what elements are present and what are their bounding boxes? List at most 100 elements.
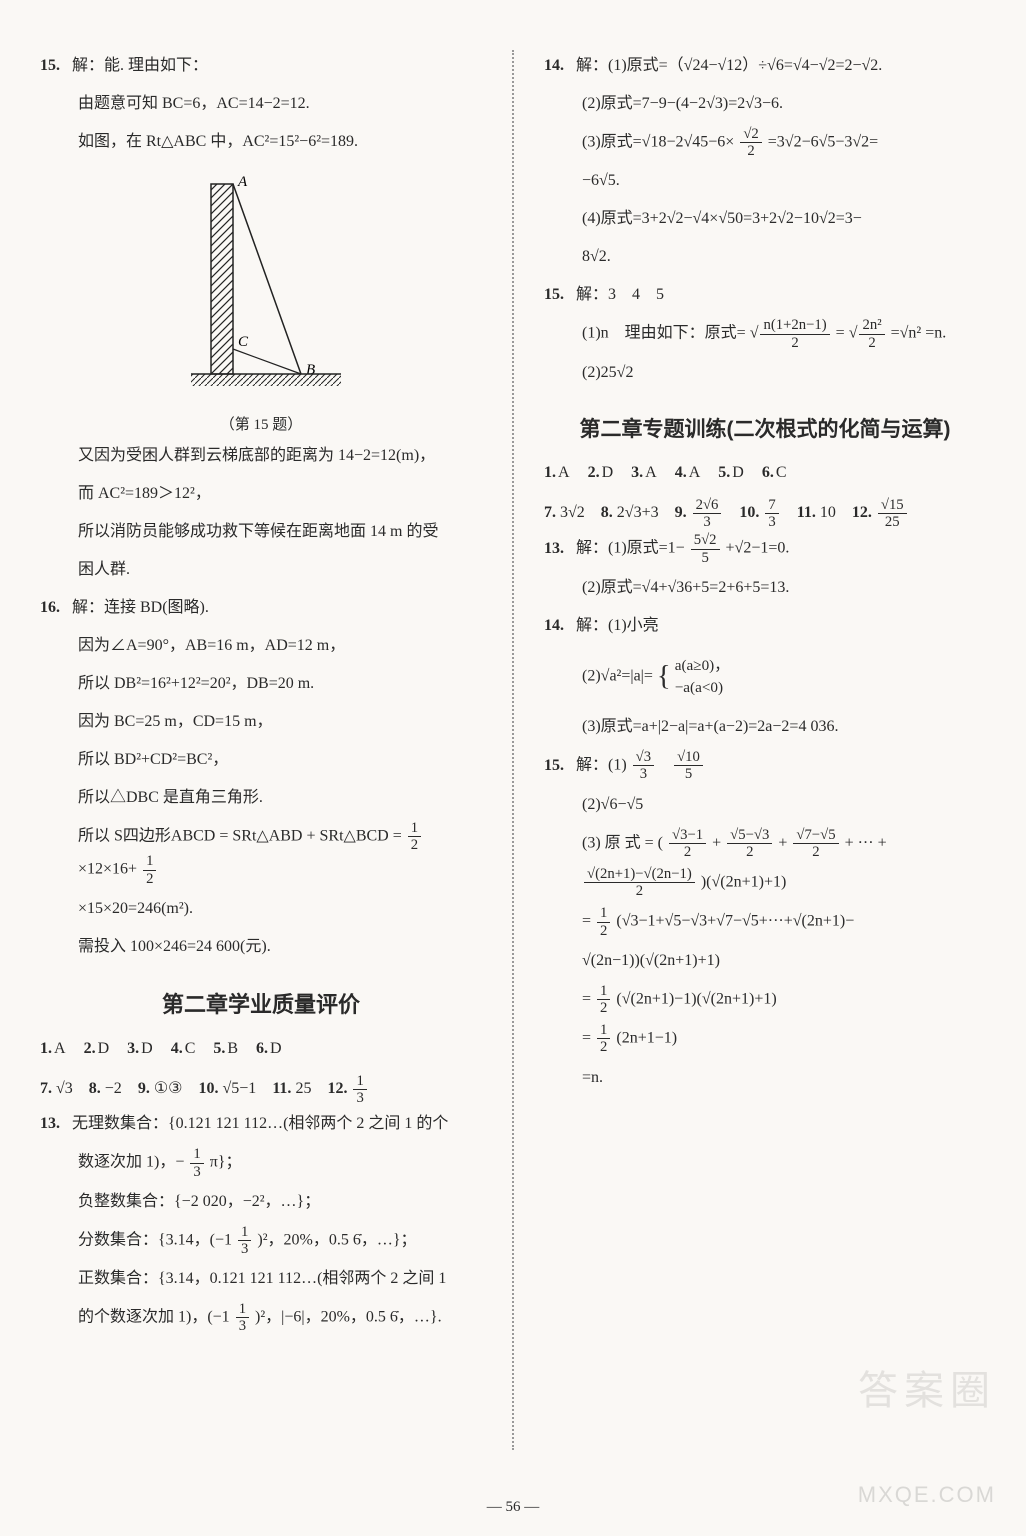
mc1n: 1. — [40, 1040, 52, 1057]
q16: 16. 解：连接 BD(图略). — [40, 592, 482, 624]
bq13-l1b: +√2−1=0. — [726, 540, 790, 557]
bf8n: 8. — [601, 504, 613, 521]
q13-l2a: 数逐次加 1)，− — [78, 1154, 184, 1171]
q16-l7a: 所以 S四边形ABCD = SRt△ABD + SRt△BCD = — [78, 827, 406, 844]
bf12n: 12. — [852, 504, 872, 521]
q13: 13. 无理数集合：{0.121 121 112…(相邻两个 2 之间 1 的个 — [40, 1108, 482, 1140]
q13-l3: 负整数集合：{−2 020，−2²，…}； — [40, 1186, 482, 1218]
f11n: 11. — [272, 1080, 291, 1097]
page-columns: 15. 解：能. 理由如下： 由题意可知 BC=6，AC=14−2=12. 如图… — [40, 50, 986, 1450]
bf7: 3√2 — [560, 504, 585, 521]
mc5a: B — [227, 1040, 238, 1057]
bmc5a: D — [732, 464, 744, 481]
q15-l1: 解：能. 理由如下： — [72, 57, 208, 74]
bq15b-l7b: (2n+1−1) — [616, 1030, 677, 1047]
bq15b-frac2: √105 — [674, 749, 703, 782]
bq15b-frac8: 12 — [597, 983, 610, 1016]
bf12-frac: √1525 — [878, 497, 907, 530]
q16-l2: 因为∠A=90°，AB=16 m，AD=12 m， — [40, 630, 482, 662]
rq15-l1a: (1)n 理由如下：原式= — [582, 325, 746, 342]
sec2b-mc: 1.A 2.D 3.A 4.A 5.D 6.C — [544, 455, 986, 490]
bq15b-l7: = 12 (2n+1−1) — [544, 1022, 986, 1055]
rq14-l3a: (3)原式=√18−2√45−6× — [582, 133, 734, 150]
mc2n: 2. — [84, 1040, 96, 1057]
bq14b-l2: (2)√a²=|a|= { a(a≥0)， −a(a<0) — [544, 648, 986, 706]
f10: √5−1 — [223, 1080, 257, 1097]
bq15b-frac9: 12 — [597, 1022, 610, 1055]
bq15b-frac4: √5−√32 — [727, 827, 772, 860]
bq15b-l6b: (√(2n+1)−1)(√(2n+1)+1) — [616, 990, 776, 1007]
q16-l9: 需投入 100×246=24 600(元). — [40, 931, 482, 963]
f8n: 8. — [89, 1080, 101, 1097]
mc1a: A — [54, 1040, 66, 1057]
q16-l1: 解：连接 BD(图略). — [72, 599, 209, 616]
rq14-num: 14. — [544, 50, 572, 82]
q15-l2: 由题意可知 BC=6，AC=14−2=12. — [40, 88, 482, 120]
f12n: 12. — [327, 1080, 347, 1097]
bq15b-l3: (3) 原 式 = ( √3−12 + √5−√32 + √7−√52 + ··… — [544, 827, 986, 860]
rq14-l1: 解：(1)原式=（√24−√12）÷√6=√4−√2=2−√2. — [576, 57, 882, 74]
bmc2a: D — [602, 464, 614, 481]
bmc5n: 5. — [718, 464, 730, 481]
q16-l3: 所以 DB²=16²+12²=20²，DB=20 m. — [40, 668, 482, 700]
svg-text:C: C — [238, 334, 249, 350]
rq14: 14. 解：(1)原式=（√24−√12）÷√6=√4−√2=2−√2. — [544, 50, 986, 82]
column-divider — [512, 50, 514, 1450]
sec2-mc: 1.A 2.D 3.D 4.C 5.B 6.D — [40, 1031, 482, 1066]
q16-num: 16. — [40, 592, 68, 624]
rq15-l1b: = — [836, 325, 845, 342]
bq15b-l8: =n. — [544, 1062, 986, 1094]
bmc4a: A — [689, 464, 701, 481]
q13-l1: 无理数集合：{0.121 121 112…(相邻两个 2 之间 1 的个 — [72, 1115, 448, 1132]
rq14-l2: (2)原式=7−9−(4−2√3)=2√3−6. — [544, 88, 986, 120]
bq15b-l3d: + ··· + — [845, 834, 887, 851]
bf9-frac: 2√63 — [693, 497, 722, 530]
rq15-frac1: n(1+2n−1)2 — [760, 317, 829, 350]
bf10-frac: 73 — [765, 497, 778, 530]
q13-l2b: π}； — [210, 1154, 242, 1171]
bmc3n: 3. — [631, 464, 643, 481]
q15-l5: 而 AC²=189＞12²， — [40, 478, 482, 510]
f11: 25 — [295, 1080, 311, 1097]
f10n: 10. — [199, 1080, 219, 1097]
mc6n: 6. — [256, 1040, 268, 1057]
q13-l6: 的个数逐次加 1)，(−1 13 )²，|−6|，20%，0.5 6̇，…}. — [40, 1301, 482, 1334]
bq15b: 15. 解：(1) √33 √105 — [544, 749, 986, 782]
bq15b-l7a: = — [582, 1030, 595, 1047]
bf8: 2√3+3 — [617, 504, 659, 521]
bq15b-l3c: + — [778, 834, 791, 851]
rq14-l3b: =3√2−6√5−3√2= — [768, 133, 878, 150]
bq13: 13. 解：(1)原式=1− 5√25 +√2−1=0. — [544, 532, 986, 565]
mc3a: D — [141, 1040, 153, 1057]
bmc1n: 1. — [544, 464, 556, 481]
q13-frac2: 13 — [238, 1224, 251, 1257]
bmc4n: 4. — [675, 464, 687, 481]
bf7n: 7. — [544, 504, 556, 521]
bq13-num: 13. — [544, 533, 572, 565]
mc4a: C — [185, 1040, 196, 1057]
rq15: 15. 解：3 4 5 — [544, 279, 986, 311]
rq15-l2: (2)25√2 — [544, 357, 986, 389]
f9: ①③ — [154, 1080, 183, 1097]
bmc6a: C — [776, 464, 787, 481]
q13-l5: 正数集合：{3.14，0.121 121 112…(相邻两个 2 之间 1 — [40, 1263, 482, 1295]
bmc6n: 6. — [762, 464, 774, 481]
svg-text:A: A — [237, 174, 248, 190]
brace-row1: a(a≥0)， — [675, 655, 730, 676]
rq14-l3c: −6√5. — [544, 165, 986, 197]
rq15-l0: 解：3 4 5 — [576, 286, 664, 303]
bf11n: 11. — [797, 504, 816, 521]
f9n: 9. — [138, 1080, 150, 1097]
left-column: 15. 解：能. 理由如下： 由题意可知 BC=6，AC=14−2=12. 如图… — [40, 50, 492, 1450]
sec2b-title: 第二章专题训练(二次根式的化简与运算) — [544, 413, 986, 443]
bq15b-l3b: + — [712, 834, 725, 851]
q16-l8: ×15×20=246(m²). — [40, 893, 482, 925]
q13-frac1: 13 — [190, 1146, 203, 1179]
f7: √3 — [56, 1080, 73, 1097]
rq14-l4a: (4)原式=3+2√2−√4×√50=3+2√2−10√2=3− — [544, 203, 986, 235]
bq15b-num: 15. — [544, 750, 572, 782]
q13-l4a: 分数集合：{3.14，(−1 — [78, 1231, 232, 1248]
bq14b: 14. 解：(1)小亮 — [544, 610, 986, 642]
brace-row2: −a(a<0) — [675, 677, 730, 698]
frac-half-2: 12 — [143, 853, 156, 886]
